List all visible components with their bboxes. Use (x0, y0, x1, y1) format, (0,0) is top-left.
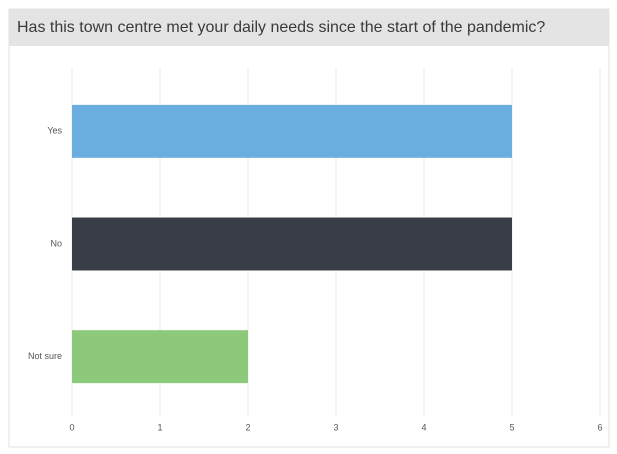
x-tick-label: 2 (245, 422, 250, 432)
chart-title: Has this town centre met your daily need… (17, 19, 545, 36)
x-tick-label: 6 (597, 422, 602, 432)
x-tick-label: 0 (69, 422, 74, 432)
bar (72, 217, 512, 271)
y-tick-label: No (50, 238, 62, 248)
bar (72, 330, 248, 384)
x-tick-label: 3 (333, 422, 338, 432)
title-band (9, 9, 609, 46)
x-tick-label: 4 (421, 422, 426, 432)
y-tick-label: Yes (47, 126, 62, 136)
x-tick-label: 5 (509, 422, 514, 432)
bar (72, 104, 512, 158)
y-tick-label: Not sure (28, 351, 62, 361)
x-tick-label: 1 (157, 422, 162, 432)
